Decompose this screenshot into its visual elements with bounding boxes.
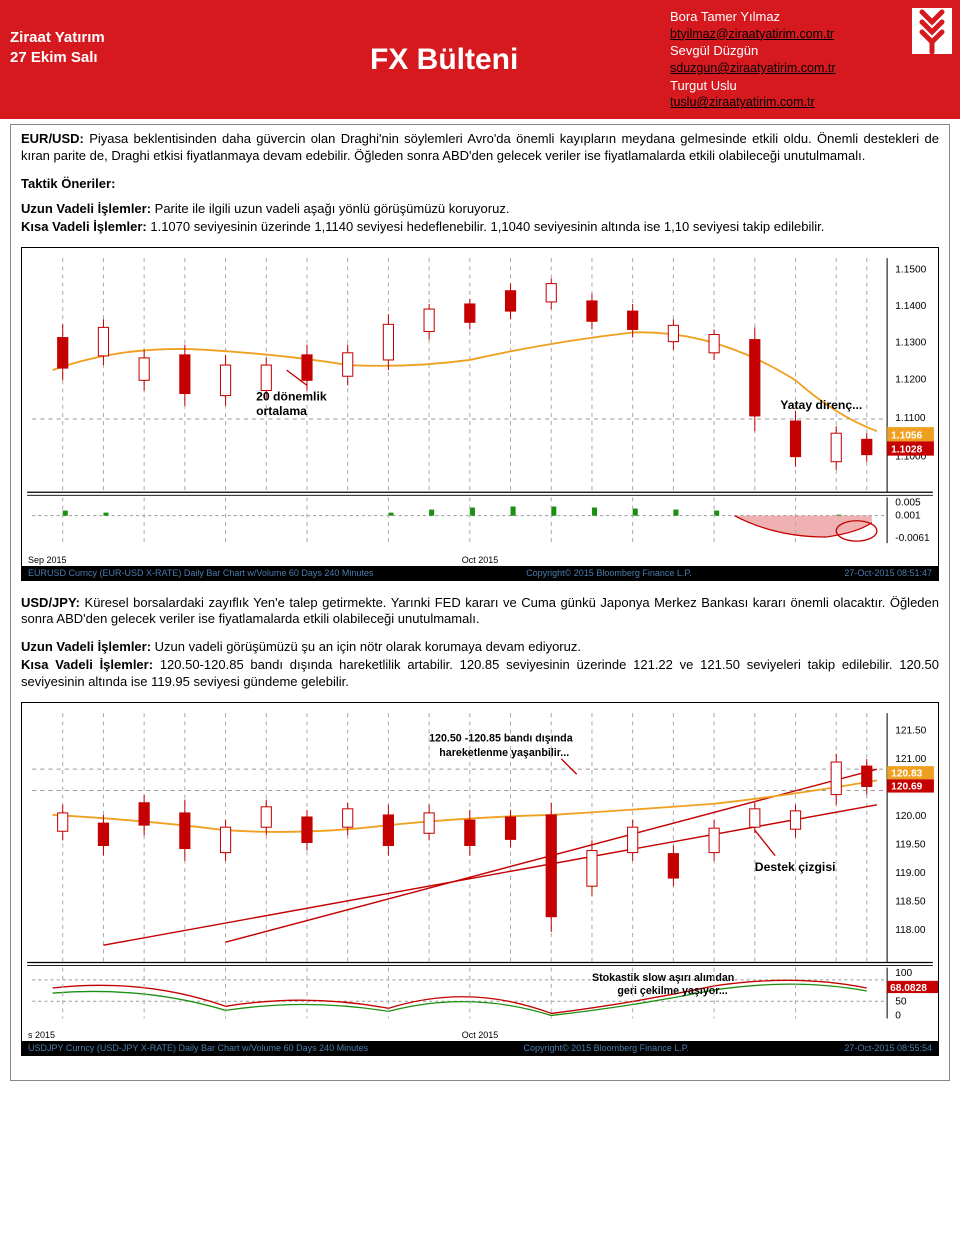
header-title: FX Bülteni xyxy=(220,8,670,111)
kisa-label: Kısa Vadeli İşlemler: xyxy=(21,219,147,234)
uj-tag-o: 120.83 xyxy=(891,768,922,779)
ytick-1: 1.1100 xyxy=(895,413,926,424)
usdjpy-uzun-text: Uzun vadeli görüşümüzü şu an için nötr o… xyxy=(151,639,581,654)
usdjpy-chart-svg: 121.50 121.00 120.50 120.00 119.50 119.0… xyxy=(22,703,938,1029)
uj-ind3: 0 xyxy=(895,1010,901,1021)
usdjpy-chart: 121.50 121.00 120.50 120.00 119.50 119.0… xyxy=(21,702,939,1056)
eurusd-footer-l: EURUSD Curncy (EUR-USD X-RATE) Daily Bar… xyxy=(28,568,373,578)
page-header: Ziraat Yatırım 27 Ekim Salı FX Bülteni B… xyxy=(0,0,960,119)
uj-yt3: 119.50 xyxy=(895,839,926,850)
eurusd-paragraph: EUR/USD: Piyasa beklentisinden daha güve… xyxy=(21,131,939,164)
usdjpy-kisa-text: 120.50-120.85 bandı dışında hareketlilik… xyxy=(21,657,939,688)
header-left: Ziraat Yatırım 27 Ekim Salı xyxy=(10,8,220,111)
eurusd-tag-orange: 1.1056 xyxy=(891,431,922,442)
uj-yt4: 120.00 xyxy=(895,811,926,822)
eurusd-anno2: Yatay direnç... xyxy=(780,398,862,412)
uj-yt0: 118.00 xyxy=(895,925,926,936)
ytick-4: 1.1400 xyxy=(895,301,926,312)
usdjpy-uzun-label: Uzun Vadeli İşlemler: xyxy=(21,639,151,654)
uj-yt6: 121.00 xyxy=(895,754,926,765)
uj-yt1: 118.50 xyxy=(895,896,926,907)
eurusd-label: EUR/USD: xyxy=(21,131,84,146)
usdjpy-uzun-paragraph: Uzun Vadeli İşlemler: Uzun vadeli görüşü… xyxy=(21,639,939,655)
eurusd-xaxis: Sep 2015 Oct 2015 xyxy=(22,554,938,566)
usdjpy-footer-l: USDJPY Curncy (USD-JPY X-RATE) Daily Bar… xyxy=(28,1043,368,1053)
uj-ind0: 100 xyxy=(895,968,912,979)
kisa-paragraph: Kısa Vadeli İşlemler: 1.1070 seviyesinin… xyxy=(21,219,939,235)
eurusd-anno1-l1: 20 dönemlik xyxy=(256,390,327,404)
ind-v1: 0.001 xyxy=(895,511,921,522)
usdjpy-paragraph: USD/JPY: Küresel borsalardaki zayıflık Y… xyxy=(21,595,939,628)
company-logo-icon xyxy=(912,8,952,54)
uj-anno2: Destek çizgisi xyxy=(755,860,836,874)
eurusd-footer-r: 27-Oct-2015 08:51:47 xyxy=(844,568,932,578)
uj-anno1-l1: 120.50 -120.85 bandı dışında xyxy=(429,733,573,745)
eurusd-xl: Sep 2015 xyxy=(28,555,88,565)
eurusd-text: Piyasa beklentisinden daha güvercin olan… xyxy=(21,131,939,162)
uj-anno3-l2: geri çekilme yaşıyor... xyxy=(617,985,727,997)
ind-v0: 0.005 xyxy=(895,498,921,509)
contact-name-1: Sevgül Düzgün xyxy=(670,42,950,60)
contact-email-0[interactable]: btyilmaz@ziraatyatirim.com.tr xyxy=(670,26,950,43)
eurusd-anno1-l2: ortalama xyxy=(256,404,307,418)
header-contacts: Bora Tamer Yılmaz btyilmaz@ziraatyatirim… xyxy=(670,8,950,111)
eurusd-xr: Oct 2015 xyxy=(88,555,872,565)
ytick-5: 1.1500 xyxy=(895,265,926,276)
usdjpy-kisa-label: Kısa Vadeli İşlemler: xyxy=(21,657,153,672)
eurusd-chart-svg: 1.1500 1.1400 1.1300 1.1200 1.1100 1.100… xyxy=(22,248,938,553)
uj-ind1: 68.0828 xyxy=(890,983,927,994)
taktik-heading: Taktik Öneriler: xyxy=(21,176,939,191)
company-name: Ziraat Yatırım xyxy=(10,28,220,48)
report-date: 27 Ekim Salı xyxy=(10,48,220,68)
usdjpy-footer-c: Copyright© 2015 Bloomberg Finance L.P. xyxy=(523,1043,689,1053)
uj-ind2: 50 xyxy=(895,996,907,1007)
contact-name-0: Bora Tamer Yılmaz xyxy=(670,8,950,26)
uj-yt2: 119.00 xyxy=(895,868,926,879)
uzun-label: Uzun Vadeli İşlemler: xyxy=(21,201,151,216)
usdjpy-text: Küresel borsalardaki zayıflık Yen'e tale… xyxy=(21,595,939,626)
usdjpy-footer-r: 27-Oct-2015 08:55:54 xyxy=(844,1043,932,1053)
eurusd-footer-c: Copyright© 2015 Bloomberg Finance L.P. xyxy=(526,568,692,578)
content-panel: EUR/USD: Piyasa beklentisinden daha güve… xyxy=(10,124,950,1080)
uj-anno3-l1: Stokastik slow aşırı alımdan xyxy=(592,972,734,984)
uzun-text: Parite ile ilgili uzun vadeli aşağı yönl… xyxy=(151,201,509,216)
uj-xr: Oct 2015 xyxy=(88,1030,872,1040)
usdjpy-footer: USDJPY Curncy (USD-JPY X-RATE) Daily Bar… xyxy=(22,1041,938,1055)
ytick-2: 1.1200 xyxy=(895,375,926,386)
eurusd-chart: 1.1500 1.1400 1.1300 1.1200 1.1100 1.100… xyxy=(21,247,939,580)
eurusd-footer: EURUSD Curncy (EUR-USD X-RATE) Daily Bar… xyxy=(22,566,938,580)
uj-anno1-l2: hareketlenme yaşanbilir... xyxy=(439,747,569,759)
contact-name-2: Turgut Uslu xyxy=(670,77,950,95)
uj-xl: s 2015 xyxy=(28,1030,88,1040)
contact-email-1[interactable]: sduzgun@ziraatyatirim.com.tr xyxy=(670,60,950,77)
uzun-paragraph: Uzun Vadeli İşlemler: Parite ile ilgili … xyxy=(21,201,939,217)
uj-tag-r: 120.69 xyxy=(891,781,922,792)
ytick-3: 1.1300 xyxy=(895,338,926,349)
usdjpy-label: USD/JPY: xyxy=(21,595,80,610)
eurusd-tag-red: 1.1028 xyxy=(891,445,922,456)
usdjpy-xaxis: s 2015 Oct 2015 xyxy=(22,1029,938,1041)
kisa-text: 1.1070 seviyesinin üzerinde 1,1140 seviy… xyxy=(147,219,825,234)
contact-email-2[interactable]: tuslu@ziraatyatirim.com.tr xyxy=(670,94,950,111)
uj-yt7: 121.50 xyxy=(895,725,926,736)
ind-v2: -0.0061 xyxy=(895,533,930,544)
usdjpy-kisa-paragraph: Kısa Vadeli İşlemler: 120.50-120.85 band… xyxy=(21,657,939,690)
